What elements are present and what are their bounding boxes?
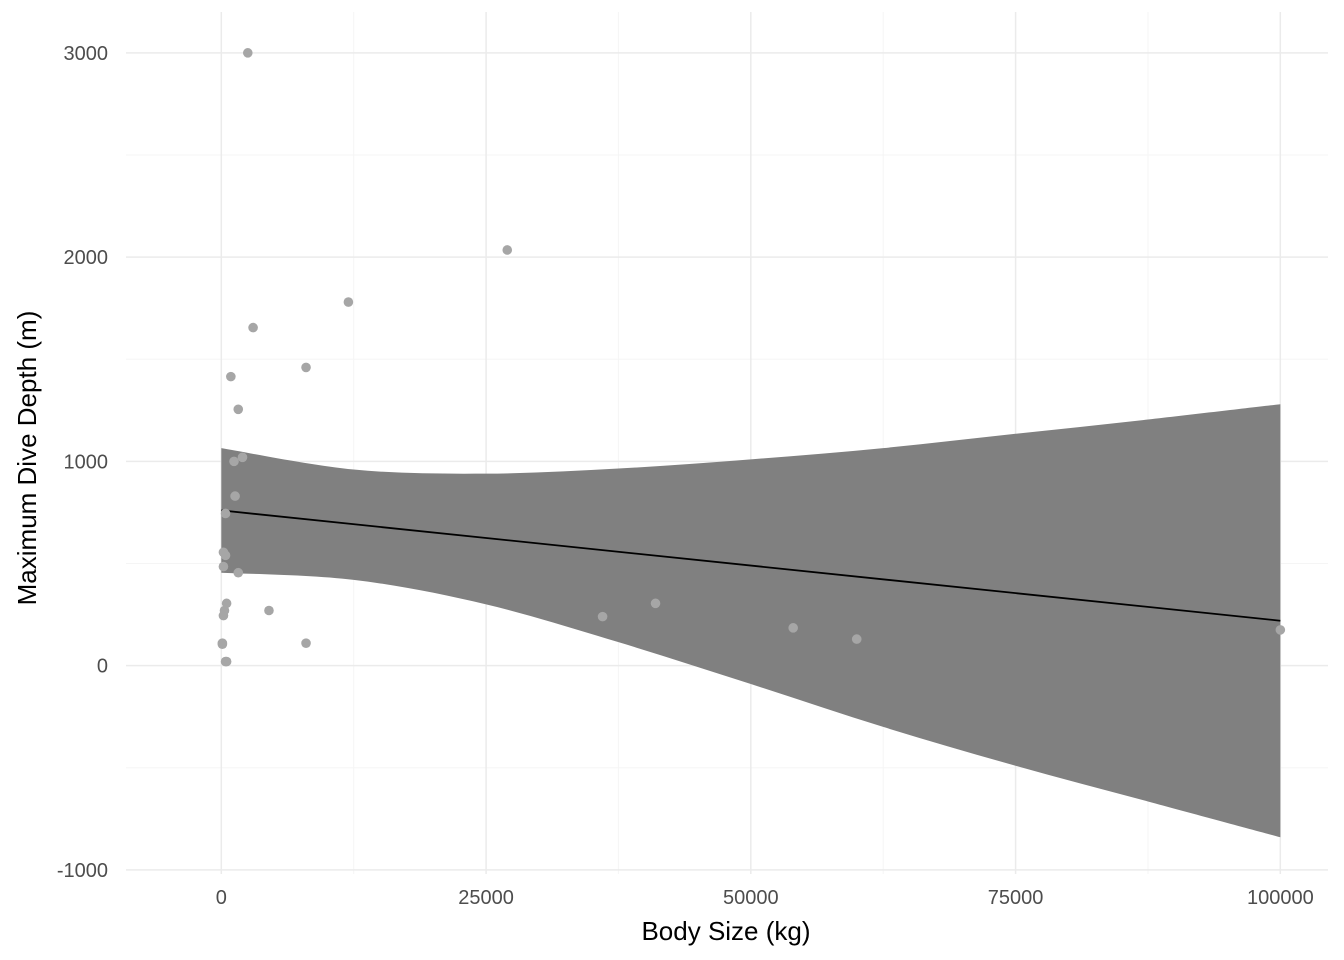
x-tick-label: 100000 [1247, 887, 1314, 909]
y-tick-label: 0 [97, 656, 108, 678]
y-axis-tick-labels: -1000 0 1000 2000 3000 [57, 43, 108, 882]
data-point [788, 623, 798, 633]
regression-line [221, 509, 1281, 622]
data-point [233, 404, 244, 415]
data-point [650, 598, 661, 609]
data-point [218, 561, 229, 572]
y-tick-label: 2000 [64, 247, 109, 269]
data-point [502, 245, 513, 255]
data-point [226, 371, 236, 382]
data-point [218, 610, 229, 621]
confidence-ribbon [221, 404, 1281, 838]
data-point [242, 48, 253, 58]
data-point [851, 634, 862, 644]
data-point [264, 605, 274, 616]
data-point [233, 567, 244, 578]
x-tick-label: 50000 [723, 887, 779, 909]
data-point [248, 322, 258, 333]
data-point [217, 639, 228, 650]
y-tick-label: -1000 [57, 860, 108, 882]
y-axis-title: Maximum Dive Depth (m) [12, 311, 42, 606]
y-tick-label: 1000 [64, 451, 109, 473]
data-point [220, 550, 231, 561]
data-point [237, 452, 248, 463]
data-point [343, 297, 354, 307]
x-tick-label: 75000 [988, 887, 1044, 909]
data-point [597, 611, 608, 622]
data-point [229, 456, 239, 467]
data-point [220, 508, 231, 519]
data-point [221, 656, 232, 667]
data-point [301, 638, 311, 648]
data-point [230, 491, 240, 501]
x-tick-label: 0 [216, 887, 227, 909]
data-point [1275, 625, 1286, 635]
fit-line-group [221, 509, 1281, 622]
data-points [217, 48, 1286, 667]
x-tick-label: 25000 [458, 887, 514, 909]
y-tick-label: 3000 [64, 43, 109, 65]
x-axis-tick-labels: 0 25000 50000 75000 100000 [216, 887, 1314, 909]
data-point [301, 362, 311, 373]
x-axis-title: Body Size (kg) [641, 916, 810, 946]
confidence-band [221, 404, 1281, 838]
